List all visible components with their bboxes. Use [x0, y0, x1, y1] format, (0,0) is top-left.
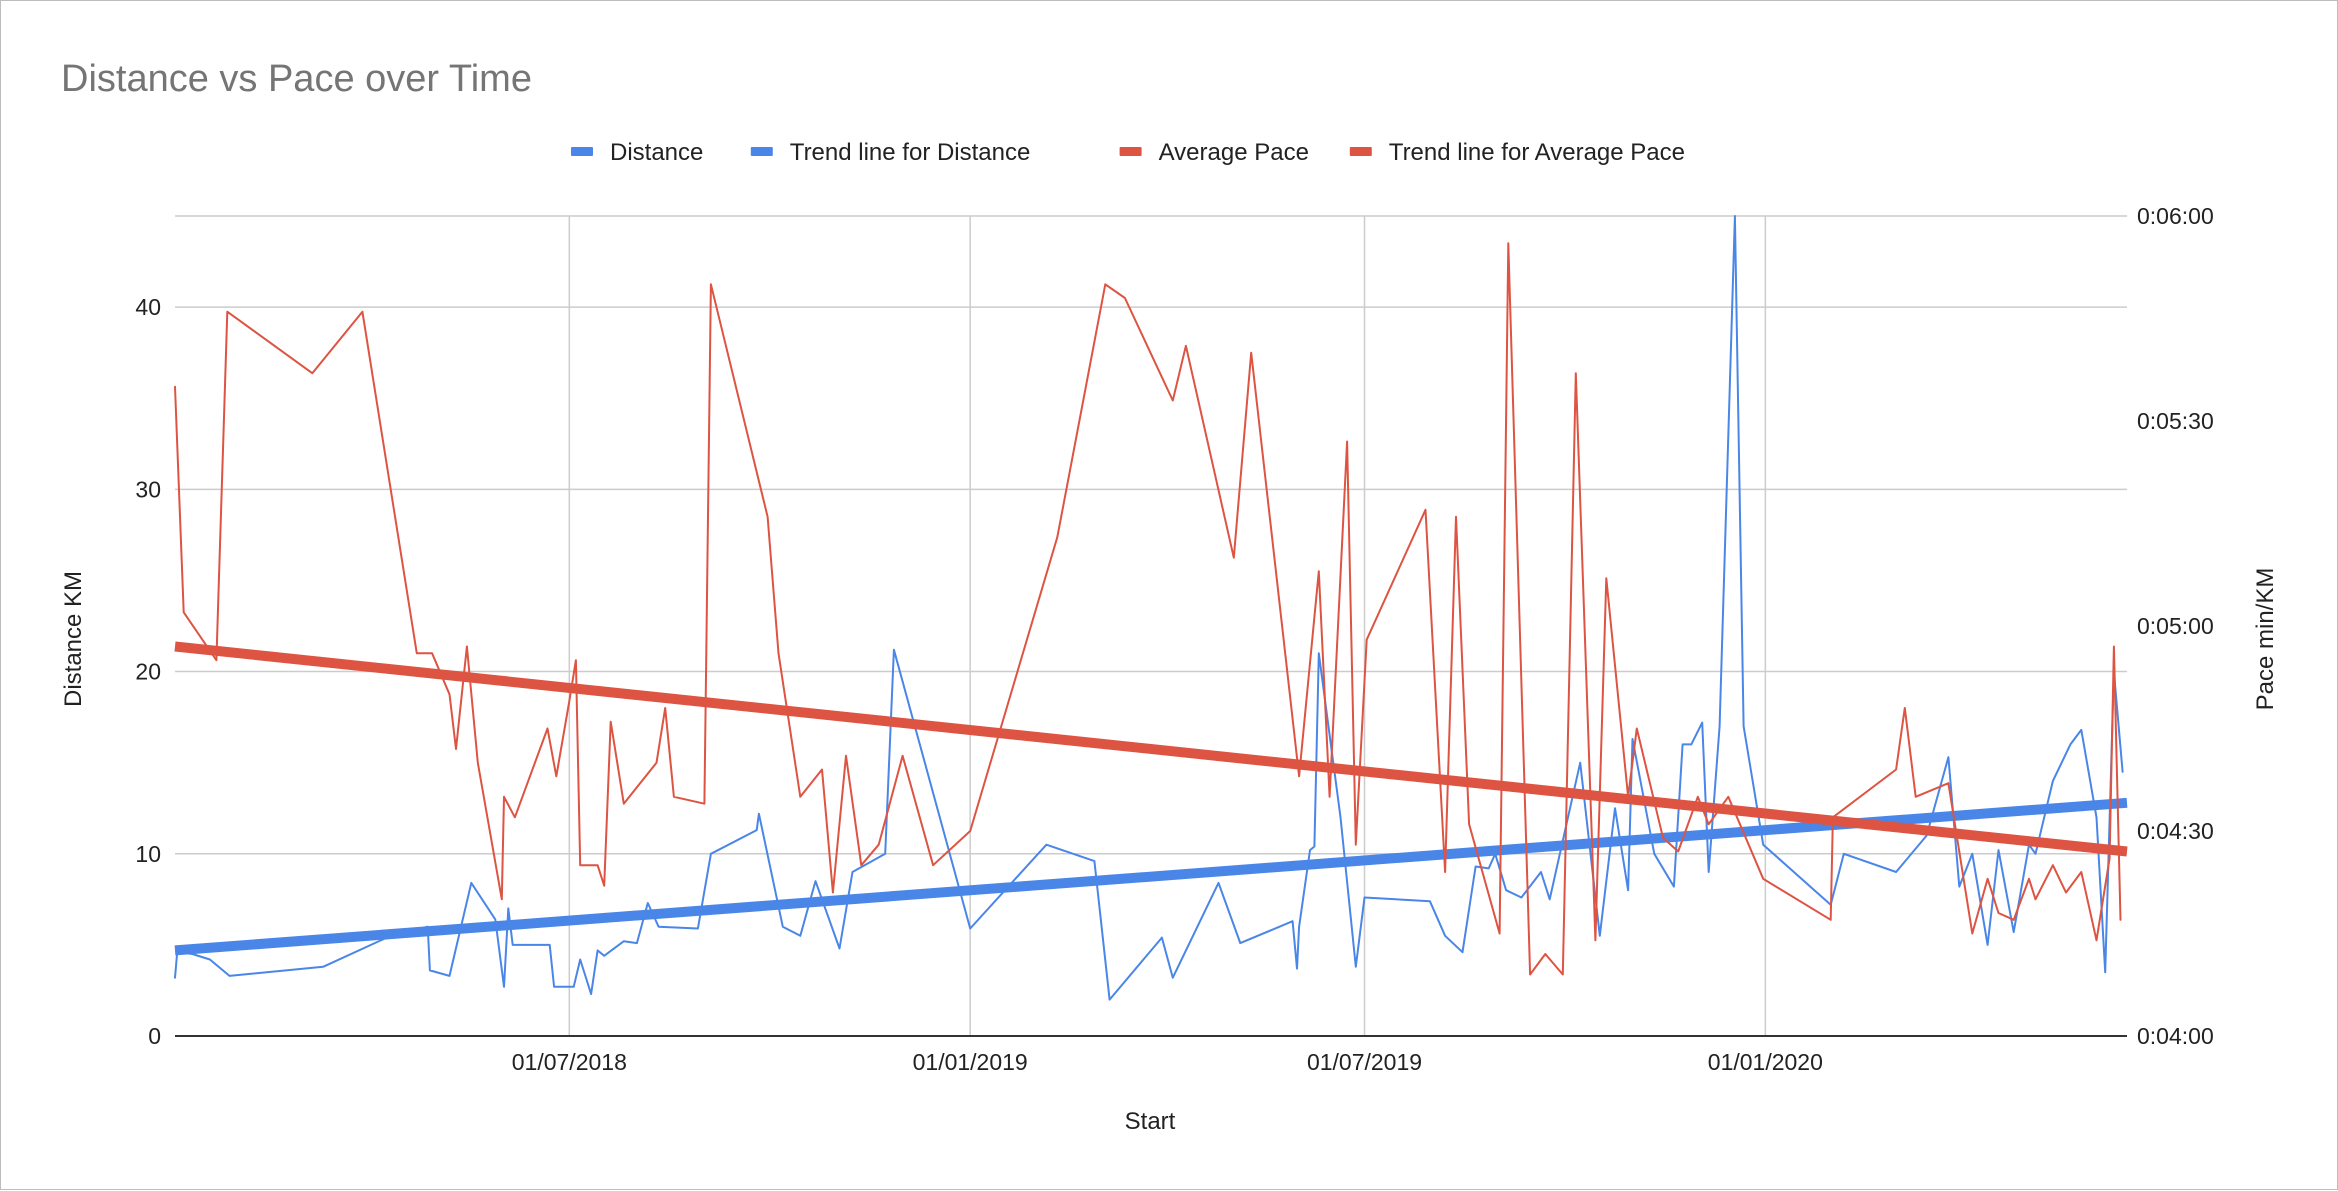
- legend-item-trend-line-for-average-pace[interactable]: Trend line for Average Pace: [1349, 139, 1685, 166]
- axis-ticks: 0 10 20 30 40 01/07/2018 01/01/2019 01/07/2019 0…: [135, 203, 2213, 1075]
- x-axis-title: Start: [1125, 1108, 1176, 1135]
- series-line-average-pace: [174, 242, 2122, 976]
- y2-tick-label: 0:05:30: [2137, 408, 2214, 434]
- x-tick-label: 01/01/2020: [1708, 1049, 1823, 1075]
- plot-area: [174, 215, 2128, 1001]
- chart-title: Distance vs Pace over Time: [61, 58, 532, 100]
- y-tick-label: 10: [135, 841, 161, 867]
- series-line-trend-line-for-average-pace: [174, 641, 2128, 857]
- y2-tick-label: 0:04:00: [2137, 1023, 2214, 1049]
- legend-item-distance[interactable]: Distance: [571, 139, 703, 166]
- legend-swatch: [1349, 147, 1372, 156]
- x-tick-label: 01/07/2018: [512, 1049, 627, 1075]
- legend-swatch: [1119, 147, 1142, 156]
- legend-item-trend-line-for-distance[interactable]: Trend line for Distance: [750, 139, 1031, 166]
- legend-label: Average Pace: [1159, 139, 1309, 166]
- y2-tick-label: 0:06:00: [2137, 203, 2214, 229]
- y2-tick-label: 0:05:00: [2137, 613, 2214, 639]
- x-tick-label: 01/07/2019: [1307, 1049, 1422, 1075]
- legend-label: Trend line for Average Pace: [1389, 139, 1685, 166]
- legend-item-average-pace[interactable]: Average Pace: [1119, 139, 1309, 166]
- series-line-distance: [174, 215, 2124, 1001]
- legend-swatch: [571, 147, 593, 156]
- x-tick-label: 01/01/2019: [913, 1049, 1028, 1075]
- legend-label: Distance: [610, 139, 703, 166]
- gridlines: [175, 215, 2127, 1037]
- y-tick-label: 0: [148, 1023, 161, 1049]
- legend-swatch: [750, 147, 773, 156]
- y-tick-label: 20: [135, 659, 161, 685]
- series-line-trend-line-for-distance: [174, 797, 2128, 956]
- y2-tick-label: 0:04:30: [2137, 818, 2214, 844]
- y-tick-label: 40: [135, 294, 161, 320]
- y2-axis-title: Pace min/KM: [2252, 568, 2279, 711]
- y-tick-label: 30: [135, 476, 161, 502]
- y-axis-title: Distance KM: [60, 571, 87, 707]
- legend: Distance Trend line for Distance Average P…: [571, 139, 1685, 166]
- legend-label: Trend line for Distance: [790, 139, 1031, 166]
